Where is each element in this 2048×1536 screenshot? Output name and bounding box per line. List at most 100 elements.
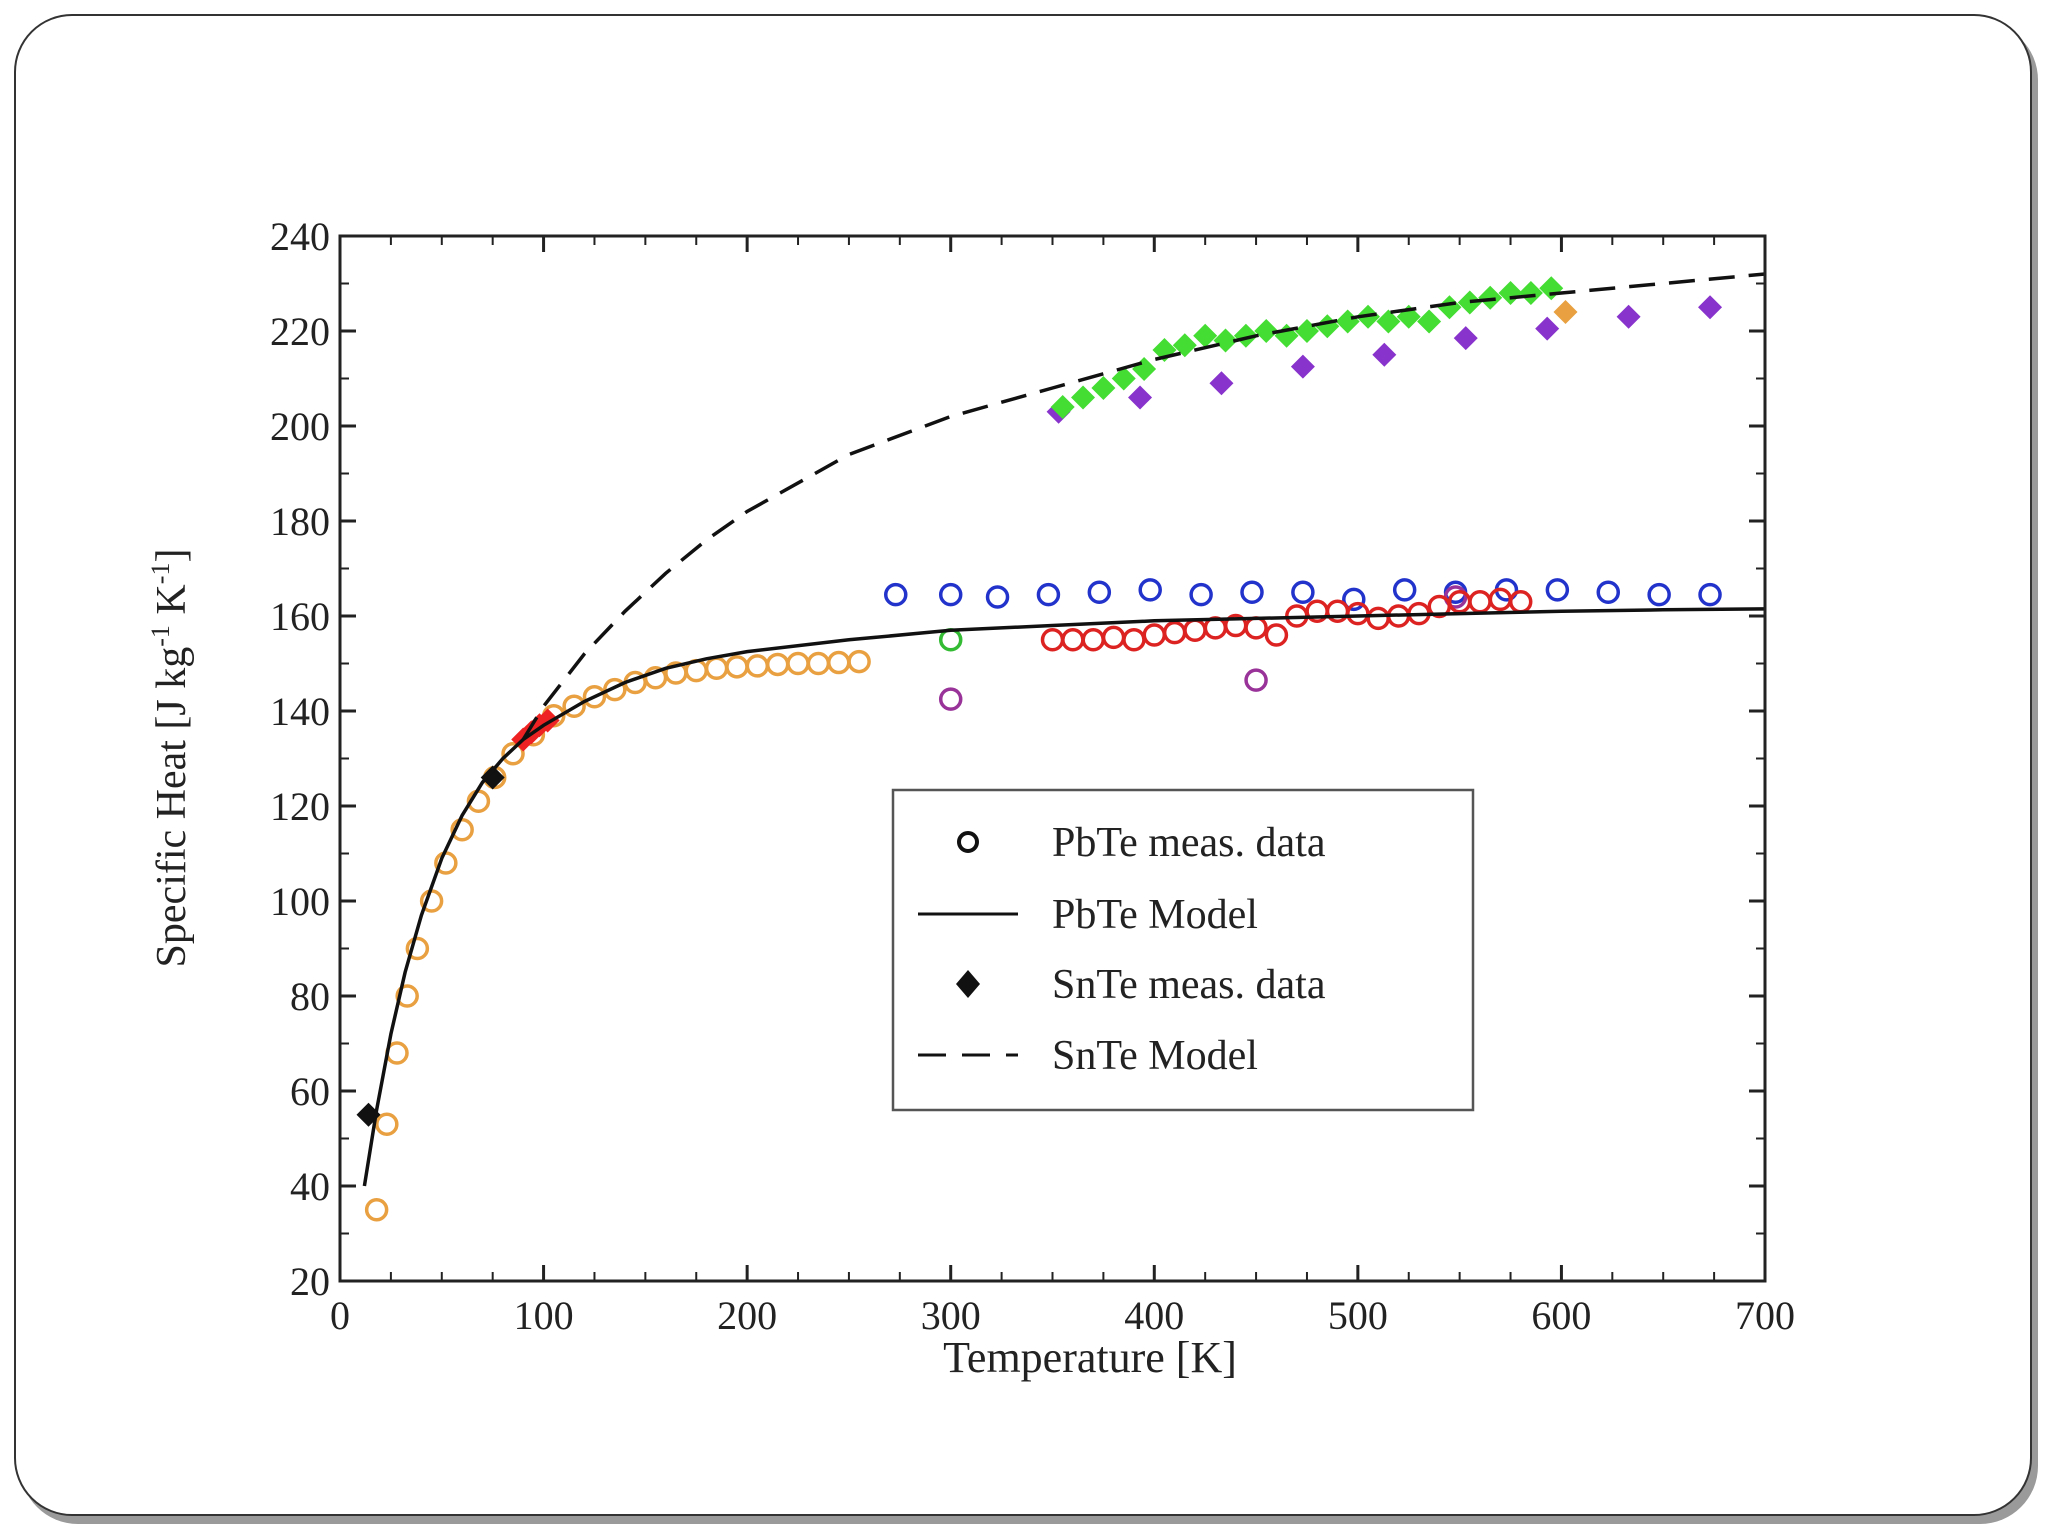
pbte-data-point xyxy=(847,649,871,674)
pbte-data-point xyxy=(1508,590,1533,614)
y-tick-label: 160 xyxy=(270,594,330,639)
pbte-data-point xyxy=(562,694,586,718)
pbte-data-point xyxy=(603,677,627,702)
snte-data-point xyxy=(1213,328,1238,353)
snte-data-point xyxy=(1091,376,1116,400)
pbte-model-line xyxy=(362,607,1766,1187)
y-tick-label: 40 xyxy=(290,1164,330,1209)
x-tick-label: 100 xyxy=(514,1293,574,1338)
axis-ticks xyxy=(338,234,1767,1283)
x-tick-label: 700 xyxy=(1735,1293,1795,1338)
pbte-data-point xyxy=(765,652,790,677)
pbte-data-point xyxy=(1366,606,1390,631)
legend-label-snte-model: SnTe Model xyxy=(1052,1033,1258,1079)
snte-data-point xyxy=(1457,290,1482,315)
pbte-data-point xyxy=(884,582,908,607)
snte-model-line xyxy=(521,272,1766,741)
snte-data-point xyxy=(1315,314,1340,339)
pbte-data-point xyxy=(1040,628,1065,652)
pbte-data-point xyxy=(450,818,474,842)
y-tick-label: 180 xyxy=(270,499,330,544)
snte-data-point xyxy=(1539,276,1564,301)
snte-data-point xyxy=(1417,309,1442,334)
x-tick-label: 600 xyxy=(1531,1293,1591,1338)
y-tick-label: 200 xyxy=(270,404,330,449)
legend-open-circle-marker xyxy=(957,831,979,853)
pbte-data-point xyxy=(395,984,419,1008)
y-tick-label: 100 xyxy=(270,879,330,924)
pbte-data-point xyxy=(1596,580,1620,604)
pbte-data-point xyxy=(1036,582,1061,607)
x-tick-label: 300 xyxy=(921,1293,981,1338)
snte-data-point xyxy=(1071,385,1096,410)
tick-labels: 0 100 200 300 400 500 600 700 20 40 60 80 100 120 140 1… xyxy=(270,214,1795,1338)
snte-data-point xyxy=(1453,326,1478,351)
snte-data-point xyxy=(1498,281,1523,305)
snte-data-point xyxy=(1233,323,1258,348)
y-tick-label: 120 xyxy=(270,784,330,829)
snte-data-point xyxy=(1254,319,1279,343)
slide-frame xyxy=(14,14,2032,1516)
pbte-data-point xyxy=(827,650,851,675)
y-axis-label: Specific Heat [J kg-1 K-1] xyxy=(146,549,195,968)
snte-data-point xyxy=(1111,366,1136,391)
snte-data-point xyxy=(1172,333,1197,358)
pbte-data-point xyxy=(1081,628,1105,652)
snte-data-point xyxy=(1437,295,1462,320)
snte-data-point xyxy=(1050,395,1075,419)
snte-data-point xyxy=(1518,281,1543,305)
pbte-data-point xyxy=(1342,587,1366,612)
pbte-data-point xyxy=(1061,628,1085,652)
pbte-data-point xyxy=(1545,578,1570,602)
pbte-data-point xyxy=(375,1112,399,1136)
pbte-data-point xyxy=(582,685,607,709)
pbte-data-point xyxy=(1101,625,1126,650)
x-axis-label: Temperature [K] xyxy=(943,1333,1237,1382)
legend: PbTe meas. data PbTe Model SnTe meas. da… xyxy=(891,788,1475,1112)
pbte-data-point xyxy=(1162,620,1187,645)
x-tick-label: 500 xyxy=(1328,1293,1388,1338)
x-tick-label: 0 xyxy=(330,1293,350,1338)
snte-data-point xyxy=(1335,309,1360,334)
pbte-data-point xyxy=(786,651,810,676)
legend-label-pbte-model: PbTe Model xyxy=(1052,892,1258,938)
y-axis-label-main: Specific Heat [J kg xyxy=(149,647,195,968)
pbte-data-point xyxy=(1138,578,1162,602)
pbte-data-point xyxy=(1087,580,1112,604)
pbte-data-point xyxy=(938,582,963,607)
pbte-data-point xyxy=(1244,668,1268,692)
y-axis-label-sup2: -1 xyxy=(146,563,175,585)
snte-data-point xyxy=(1376,309,1401,334)
legend-diamond-marker xyxy=(956,970,980,998)
y-axis-label-end: ] xyxy=(149,549,195,563)
pbte-data-point xyxy=(1240,580,1264,604)
snte-data-point xyxy=(1478,285,1503,310)
pbte-data-point xyxy=(745,654,770,678)
y-tick-label: 80 xyxy=(290,974,330,1019)
snte-data-point xyxy=(1290,354,1315,379)
legend-box xyxy=(891,788,1475,1112)
y-tick-label: 60 xyxy=(290,1069,330,1114)
pbte-data-point xyxy=(1264,623,1289,647)
pbte-data-point xyxy=(1122,628,1146,652)
pbte-data-point xyxy=(704,656,729,680)
snte-data-point xyxy=(1128,385,1153,410)
y-axis-label-sup1: -1 xyxy=(146,625,175,647)
snte-data-point xyxy=(1294,319,1319,343)
pbte-data-point xyxy=(405,936,430,961)
pbte-data-point xyxy=(1244,616,1268,640)
snte-data-point xyxy=(1698,295,1723,320)
pbte-data-point xyxy=(1142,623,1167,647)
snte-data-point xyxy=(1193,323,1218,348)
x-tick-label: 200 xyxy=(717,1293,777,1338)
y-tick-label: 240 xyxy=(270,214,330,259)
pbte-data-point xyxy=(1189,582,1213,607)
snte-data-point xyxy=(1372,342,1397,367)
pbte-data-point xyxy=(501,742,525,766)
legend-label-snte-data: SnTe meas. data xyxy=(1052,962,1326,1008)
pbte-data-point xyxy=(725,655,749,679)
pbte-data-point xyxy=(1647,582,1671,607)
snte-data-point xyxy=(1209,371,1234,396)
pbte-data-point xyxy=(806,651,831,676)
plot-frame xyxy=(338,234,1767,1283)
